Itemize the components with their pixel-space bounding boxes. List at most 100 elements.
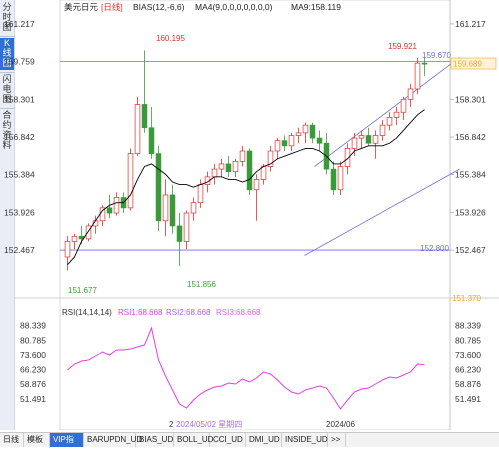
candle-body xyxy=(288,135,295,147)
candle xyxy=(323,132,330,175)
candle-body xyxy=(309,124,316,139)
candle xyxy=(225,156,232,177)
candle xyxy=(302,122,309,144)
chart-frame xyxy=(59,0,451,430)
channel-upper-line xyxy=(314,57,460,167)
candle xyxy=(106,194,113,219)
price-tick-label-right: 158.301 xyxy=(455,94,486,104)
candle xyxy=(421,57,428,77)
high-marker-label: 160.195 xyxy=(156,34,185,43)
candle xyxy=(232,158,239,177)
rsi3-label: RSI3:68.668 xyxy=(216,308,261,317)
toolbar-item[interactable]: 模板 xyxy=(24,433,50,447)
candle-body xyxy=(393,111,400,118)
toolbar-item[interactable]: BARUPDN_UD xyxy=(84,433,142,447)
low-marker-label: 151.856 xyxy=(187,280,216,289)
candle xyxy=(379,119,386,141)
rsi2-label: RSI2:68.668 xyxy=(166,308,211,317)
candle xyxy=(253,174,260,221)
price-tick-label-left: 153.926 xyxy=(4,207,35,217)
rsi-tick-label-left: 73.600 xyxy=(20,350,46,360)
tab-contract-info[interactable]: 合约资料 xyxy=(2,110,12,150)
candle-body xyxy=(99,207,106,222)
price-tick-label-left: 155.384 xyxy=(4,170,35,180)
period-badge: [日线] xyxy=(101,2,123,12)
toolbar-item[interactable]: VIP指标 xyxy=(50,433,84,458)
indicator-toolbar: 日线 模板 VIP指标 BARUPDN_UD BIAS_UD BOLL_UD CCI_UD D… xyxy=(0,432,499,458)
last-price-box xyxy=(450,57,497,70)
candle xyxy=(169,184,176,234)
candle-body xyxy=(155,153,162,222)
tab-timeshare[interactable]: 分时图 xyxy=(2,2,12,32)
toolbar-item[interactable]: BIAS_UD xyxy=(136,433,174,447)
candle-body xyxy=(106,207,113,214)
candle-body xyxy=(337,166,344,191)
line-top-label: 159.670 xyxy=(422,51,451,60)
x-label-prefix: 2 xyxy=(169,420,174,429)
instrument-name: 美元日元 xyxy=(64,2,99,12)
candle-body xyxy=(260,166,267,180)
price-tick-label-right: 161.217 xyxy=(455,19,486,29)
candle xyxy=(351,132,358,157)
channel-low-label: 152.800 xyxy=(420,244,449,253)
rsi-tick-label-right: 88.339 xyxy=(455,320,481,330)
toolbar-item[interactable]: BOLL_UD xyxy=(174,433,213,447)
price-axis-ticks: 161.217161.217159.759159.759158.301158.3… xyxy=(4,19,486,255)
candle-body xyxy=(400,98,407,113)
candle-body xyxy=(162,194,169,222)
toolbar-item[interactable]: >> xyxy=(328,433,346,447)
price-tick-label-right: 155.384 xyxy=(455,170,486,180)
candle-body xyxy=(183,212,190,242)
toolbar-item[interactable]: DMI_UD xyxy=(246,433,282,447)
tab-kline[interactable]: K线图 xyxy=(0,38,14,70)
candle xyxy=(316,130,323,151)
candle-body xyxy=(316,137,323,144)
price-tick-label-left: 158.301 xyxy=(4,94,35,104)
rsi-line xyxy=(67,326,425,410)
ma9-line xyxy=(67,109,425,266)
candle-body xyxy=(176,225,183,242)
candle xyxy=(407,83,414,108)
ma4-label: MA4(9,0,0,0,0,0,0,0) xyxy=(195,2,273,12)
rsi-tick-label-left: 66.230 xyxy=(20,365,46,375)
last-price-label: 159.689 xyxy=(453,60,482,69)
candle-body xyxy=(302,124,309,134)
candle-body xyxy=(358,135,365,139)
price-chart-canvas[interactable]: 美元日元 [日线] BIAS(12,-6,6) MA4(9,0,0,0,0,0,… xyxy=(0,0,499,430)
candle xyxy=(113,192,120,216)
candle xyxy=(155,145,162,232)
toolbar-item[interactable]: CCI_UD xyxy=(210,433,246,447)
candle xyxy=(267,145,274,172)
candle xyxy=(134,96,141,157)
channel-lower-line xyxy=(304,168,460,256)
rsi-tick-label-left: 58.876 xyxy=(20,379,46,389)
candle xyxy=(309,122,316,144)
candle xyxy=(365,127,372,146)
candle-body xyxy=(295,132,302,136)
candle-body xyxy=(134,104,141,154)
candle-body xyxy=(407,88,414,100)
candle-body xyxy=(148,127,155,154)
toolbar-item[interactable]: 日线 xyxy=(0,433,24,447)
candle xyxy=(372,130,379,159)
toolbar-item[interactable]: INSIDE_UD xyxy=(282,433,328,447)
candle xyxy=(393,107,400,126)
candle xyxy=(64,236,71,271)
candle-body xyxy=(169,194,176,227)
candle xyxy=(211,163,218,185)
candle-body xyxy=(344,148,351,167)
rsi-tick-label-right: 51.491 xyxy=(455,394,481,404)
rsi-axis-ticks: 88.339 88.339 80.785 80.785 73.600 73.600 66.2… xyxy=(20,320,481,404)
rsi-tick-label-right: 73.600 xyxy=(455,350,481,360)
candle xyxy=(274,138,281,159)
candle xyxy=(386,112,393,131)
rsi-tick-label-right: 80.785 xyxy=(455,335,481,345)
bottom-value-label: 151.370 xyxy=(452,294,481,303)
tab-lightning[interactable]: 闪电图 xyxy=(2,74,12,104)
candle-body xyxy=(281,140,288,147)
price-tick-label-right: 152.467 xyxy=(455,245,486,255)
price-tick-label-right: 156.842 xyxy=(455,132,486,142)
trend-lines xyxy=(60,57,460,256)
candle-body xyxy=(85,225,92,240)
